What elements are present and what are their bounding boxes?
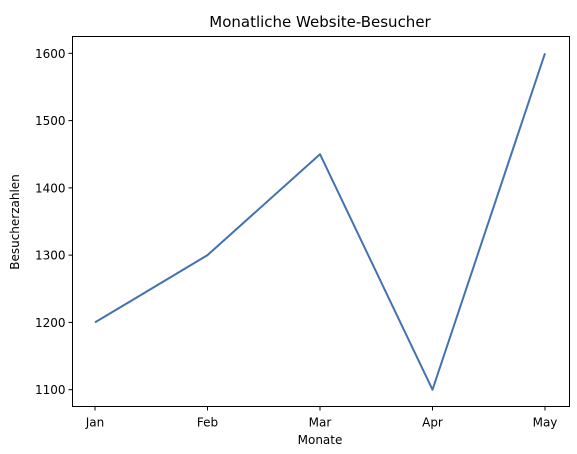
y-axis-label: Besucherzahlen	[8, 174, 22, 270]
plot-area-frame	[72, 36, 570, 407]
series-line	[94, 53, 546, 391]
x-tick-label: May	[533, 416, 558, 430]
series-layer	[94, 53, 546, 391]
y-tick-label: 1200	[35, 316, 66, 330]
y-tick-label: 1500	[35, 114, 66, 128]
chart-title: Monatliche Website-Besucher	[209, 13, 431, 31]
y-tick-label: 1300	[35, 249, 66, 263]
y-tick-label: 1600	[35, 47, 66, 61]
x-tick-label: Apr	[422, 416, 443, 430]
x-axis: Jan Feb Mar Apr May	[85, 406, 558, 430]
x-tick-label: Mar	[309, 416, 332, 430]
x-tick-label: Jan	[85, 416, 105, 430]
x-axis-label: Monate	[298, 433, 343, 447]
y-axis: 1100 1200 1300 1400 1500 1600	[35, 47, 73, 397]
y-tick-label: 1400	[35, 181, 66, 195]
x-tick-label: Feb	[197, 416, 218, 430]
y-tick-label: 1100	[35, 383, 66, 397]
